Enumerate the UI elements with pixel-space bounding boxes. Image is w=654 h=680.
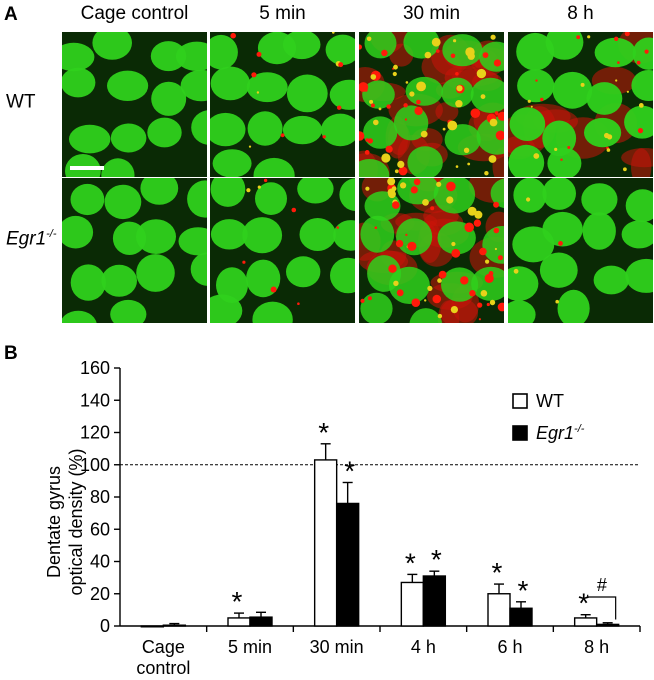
micrograph-wt-2 [210,32,355,177]
y-tick-label-20: 20 [90,584,110,604]
y-tick-label-60: 60 [90,519,110,539]
micrograph-wt-3 [359,32,504,177]
y-tick-label-80: 80 [90,487,110,507]
x-tick-label: 4 h [411,637,436,657]
bar-wt [573,617,598,627]
bar-chart: Dentate gyrus optical density (%) WT Egr… [0,350,654,678]
x-tick-label-line2: control [136,658,190,675]
bar-wt [227,617,251,627]
bar-wt [400,581,425,627]
row-label-wt: WT [6,91,36,113]
significance-star: * [431,544,442,575]
bar-wt [487,593,511,627]
micrograph-wt-1 [62,32,207,177]
legend-label-egr1: Egr1-/- [536,423,585,443]
micrograph-egr1-4 [508,178,653,323]
row-label-egr1: Egr1-/- [6,228,57,250]
bar-wt [140,625,165,628]
y-axis-label-line1: Dentate gyrus [44,466,64,578]
x-tick-label: 5 min [228,637,272,657]
significance-star: * [578,588,589,619]
legend: WT Egr1-/- [512,391,585,443]
hash-annotation: # [597,575,608,595]
x-tick-label: 6 h [497,637,522,657]
micrograph-wt-4 [508,32,653,177]
bar-egr1 [162,624,187,627]
bar-wt [313,459,338,627]
significance-star: * [232,586,243,617]
micrograph-egr1-2 [210,178,355,323]
column-label-8-h: 8 h [567,3,594,24]
x-tick-label: 8 h [584,637,609,657]
bar-egr1 [335,502,360,627]
panel-b-letter: B [4,343,18,364]
significance-star: * [344,455,355,486]
bar-egr1 [595,623,620,627]
significance-star: * [405,547,416,578]
bar-egr1 [422,575,447,627]
y-tick-label-40: 40 [90,552,110,572]
legend-swatch-wt [512,393,528,409]
legend-label-wt: WT [536,391,564,411]
bar-chart-svg: Dentate gyrus optical density (%) WT Egr… [44,358,641,678]
scale-bar [70,166,104,170]
y-tick-label-160: 160 [80,358,110,378]
y-tick-label-140: 140 [80,390,110,410]
column-label-30-min: 30 min [402,3,461,24]
significance-star: * [318,417,329,448]
bar-egr1 [249,616,273,627]
bar-egr1 [509,607,533,627]
comparison-bracket [587,594,617,620]
x-tick-label: Cage [142,637,185,657]
y-tick-label-0: 0 [100,616,110,636]
column-label-cage-control: Cage control [80,3,189,24]
micrograph-egr1-1 [62,178,207,323]
y-axis-label-line2: optical density (%) [66,448,86,595]
significance-star: * [518,575,529,606]
y-tick-label-100: 100 [80,455,110,475]
panel-a-letter: A [4,4,18,25]
y-tick-label-120: 120 [80,423,110,443]
legend-swatch-egr1 [512,425,528,441]
micrograph-egr1-3 [359,178,504,323]
significance-star: * [492,557,503,588]
column-label-5-min: 5 min [259,3,306,24]
x-tick-label: 30 min [310,637,364,657]
